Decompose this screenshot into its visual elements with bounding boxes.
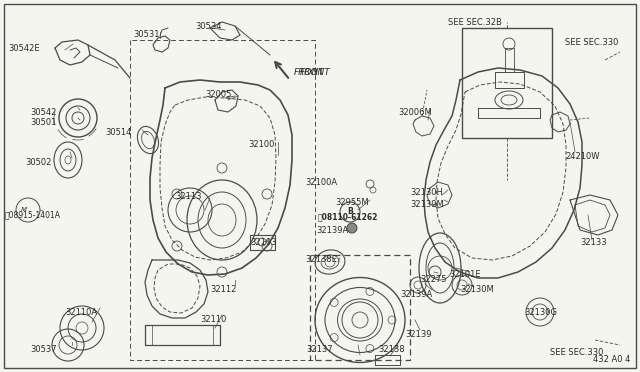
Text: FRONT: FRONT (300, 68, 331, 77)
Text: 30514: 30514 (105, 128, 131, 137)
Text: 32955M: 32955M (335, 198, 369, 207)
Bar (462, 28, 552, 138)
Text: 432 A0 4: 432 A0 4 (593, 355, 630, 364)
Text: 32005: 32005 (205, 90, 232, 99)
Text: 32110A: 32110A (65, 308, 97, 317)
Text: FRONT: FRONT (294, 68, 324, 77)
Text: 30502: 30502 (25, 158, 51, 167)
Text: Ⓑ08110-61262: Ⓑ08110-61262 (318, 212, 378, 221)
Text: 32006M: 32006M (398, 108, 432, 117)
Text: 32112: 32112 (210, 285, 236, 294)
Text: 32139: 32139 (405, 330, 431, 339)
Text: 32100A: 32100A (305, 178, 337, 187)
Text: 32113: 32113 (175, 192, 202, 201)
Text: SEE SEC.32B: SEE SEC.32B (448, 18, 502, 27)
Text: 32138: 32138 (378, 345, 404, 354)
Text: 32138E: 32138E (305, 255, 337, 264)
Text: 30534: 30534 (195, 22, 221, 31)
Circle shape (347, 223, 357, 233)
Text: 32133: 32133 (580, 238, 607, 247)
Text: SEE SEC.330: SEE SEC.330 (550, 348, 604, 357)
Text: 32139A: 32139A (316, 226, 348, 235)
Text: 32130M: 32130M (460, 285, 493, 294)
Text: SEE SEC.330: SEE SEC.330 (565, 38, 618, 47)
Text: 32137: 32137 (306, 345, 333, 354)
Text: 32110: 32110 (200, 315, 227, 324)
Text: 30531: 30531 (133, 30, 159, 39)
Text: 30537: 30537 (30, 345, 56, 354)
Text: 24210W: 24210W (565, 152, 600, 161)
Text: B: B (347, 208, 353, 217)
Text: 32101E: 32101E (449, 270, 481, 279)
Text: 32275: 32275 (420, 275, 447, 284)
Text: 32130G: 32130G (524, 308, 557, 317)
Text: 32103: 32103 (250, 238, 276, 247)
Text: 30542: 30542 (30, 108, 56, 117)
Text: 32130H: 32130H (410, 188, 443, 197)
Text: Ⓜ08915-1401A: Ⓜ08915-1401A (5, 210, 61, 219)
Text: 32139A: 32139A (400, 290, 432, 299)
Text: M: M (21, 207, 27, 213)
Text: 32139M: 32139M (410, 200, 444, 209)
Text: 32100: 32100 (248, 140, 275, 149)
Text: 30501: 30501 (30, 118, 56, 127)
Text: 30542E: 30542E (8, 44, 40, 53)
